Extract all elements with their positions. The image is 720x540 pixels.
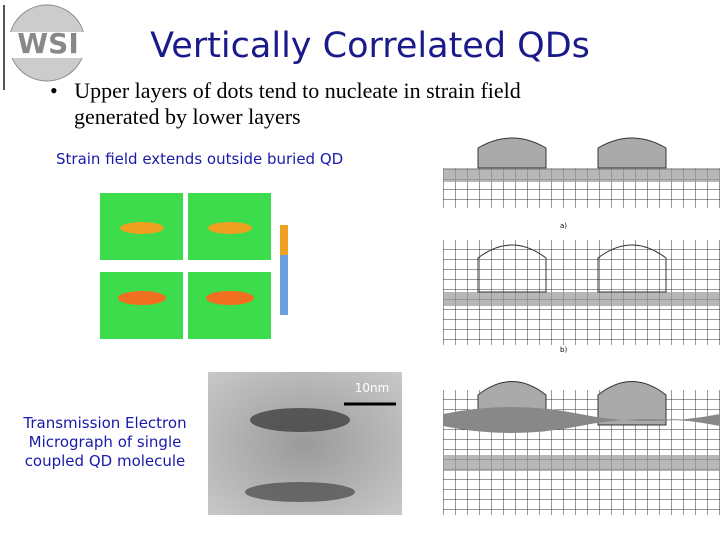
strain-figure <box>100 193 288 339</box>
slide-title: Vertically Correlated QDs <box>150 26 590 66</box>
caption: Strain field extends outside buried QD <box>56 150 344 168</box>
bullet-text: Upper layers of dots tend to nucleate in… <box>74 78 521 129</box>
scale-bar-label: 10nm <box>355 381 390 395</box>
layer-diagram: a) b) <box>443 137 720 515</box>
tem-image: 10nm <box>208 372 402 515</box>
panel-label: a) <box>560 222 567 230</box>
logo-text: WSI <box>17 27 78 60</box>
bullet: • Upper layers of dots tend to nucleate … <box>50 78 521 129</box>
caption: Transmission Electron Micrograph of sing… <box>23 414 187 470</box>
logo: WSI <box>3 4 91 90</box>
panel-label: b) <box>560 346 567 354</box>
